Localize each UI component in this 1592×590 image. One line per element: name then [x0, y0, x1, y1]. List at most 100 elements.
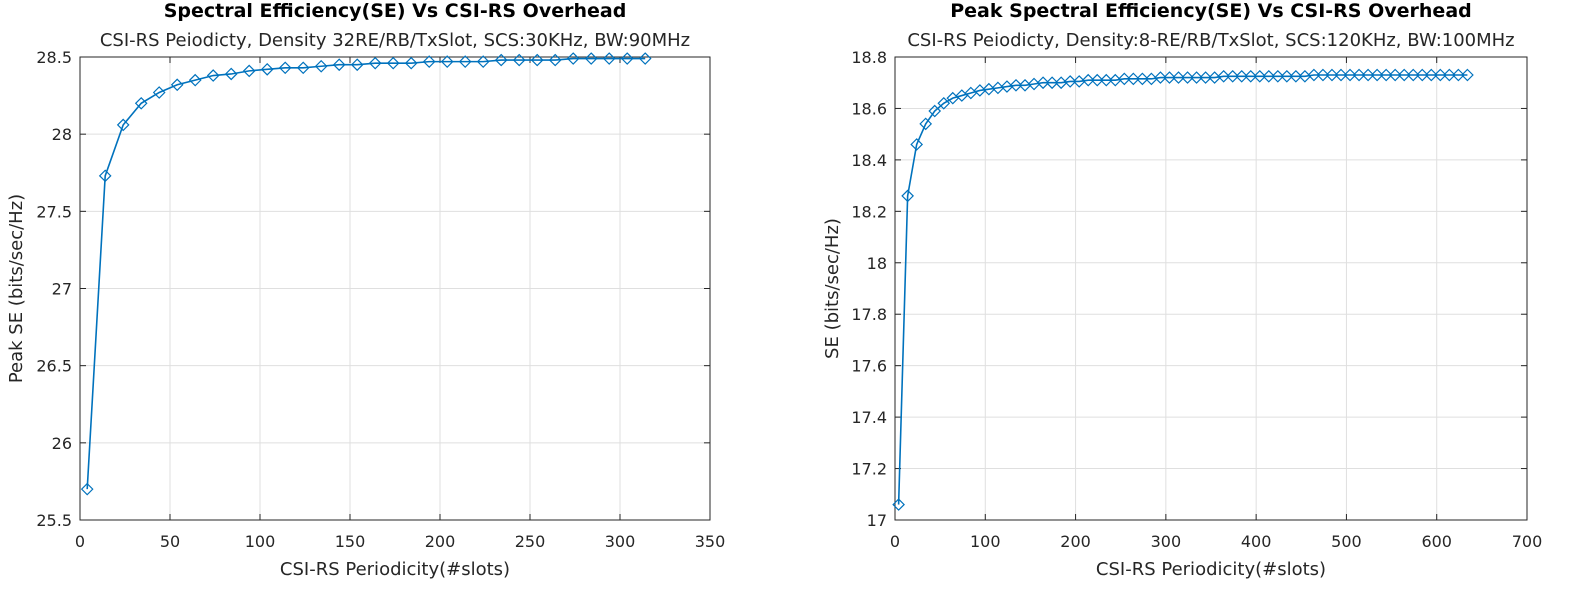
chart-left: Spectral Efficiency(SE) Vs CSI-RS Overhe… [6, 0, 725, 580]
data-point-marker [440, 55, 454, 68]
data-point-marker [188, 73, 202, 87]
data-point-marker [1090, 73, 1104, 87]
data-point-marker [1154, 71, 1167, 84]
data-point-marker [404, 56, 418, 70]
data-point-marker [1190, 71, 1203, 84]
data-point-marker [260, 62, 274, 76]
data-point-marker [1127, 72, 1140, 86]
y-tick-label: 17 [867, 511, 887, 530]
data-point-marker [1244, 69, 1258, 83]
data-point-marker [1036, 76, 1050, 90]
data-point-marker [892, 498, 905, 511]
grid-lines [894, 56, 1528, 521]
data-point-marker [314, 59, 328, 73]
data-point-marker [1235, 69, 1249, 83]
data-point-marker [368, 56, 382, 70]
data-point-marker [1081, 73, 1095, 87]
x-tick-label: 100 [970, 532, 1001, 551]
series-line [897, 74, 1468, 505]
data-point-marker [1316, 68, 1330, 82]
data-point-marker [1181, 71, 1194, 84]
data-point-marker [566, 52, 580, 65]
x-tick-label: 0 [890, 532, 900, 551]
x-tick-label: 350 [695, 532, 726, 551]
data-point-marker [476, 55, 490, 68]
y-axis-label: Peak SE (bits/sec/Hz) [6, 194, 27, 383]
x-tick-label: 700 [1512, 532, 1543, 551]
data-point-marker [530, 53, 544, 67]
plot-frame [894, 56, 1528, 521]
x-tick-label: 400 [1241, 532, 1272, 551]
data-point-marker [116, 118, 130, 132]
data-point-marker [620, 52, 634, 65]
data-point-marker [242, 64, 256, 78]
data-point-marker [332, 58, 346, 72]
data-point-marker [134, 96, 148, 110]
data-point-marker [1009, 78, 1023, 92]
y-tick-label: 17.8 [851, 305, 887, 324]
y-tick-label: 17.4 [851, 408, 887, 427]
data-point-marker [1379, 68, 1393, 82]
data-point-marker [1370, 68, 1384, 82]
data-point-marker [1063, 75, 1077, 88]
data-point-marker [206, 69, 220, 82]
data-point-marker [1433, 68, 1447, 82]
x-tick-label: 600 [1421, 532, 1452, 551]
data-point-marker [494, 53, 508, 67]
data-point-marker [1289, 69, 1303, 83]
y-tick-label: 27.5 [36, 202, 72, 221]
x-axis-label: CSI-RS Periodicity(#slots) [280, 559, 510, 580]
data-point-marker [1226, 69, 1240, 83]
y-tick-label: 18.4 [851, 151, 887, 170]
plot-frame [79, 56, 711, 521]
y-tick-label: 26.5 [36, 357, 72, 376]
data-point-marker [1461, 68, 1474, 82]
data-point-marker [1045, 76, 1059, 90]
data-point-marker [1199, 71, 1212, 84]
data-point-marker [386, 56, 400, 70]
y-axis-label: SE (bits/sec/Hz) [822, 218, 843, 359]
data-point-marker [1452, 68, 1465, 82]
y-tick-label: 18.8 [851, 48, 887, 67]
data-point-marker [1217, 69, 1230, 83]
data-point-marker [512, 53, 526, 67]
data-point-marker [224, 67, 238, 81]
x-tick-label: 300 [1151, 532, 1182, 551]
y-tick-label: 17.6 [851, 357, 887, 376]
data-point-marker [1271, 69, 1285, 83]
data-point-marker [1325, 68, 1339, 82]
data-point-marker [1117, 72, 1131, 86]
data-point-marker [152, 86, 166, 99]
data-point-marker [296, 61, 310, 75]
data-point-marker [1343, 68, 1357, 82]
y-tick-label: 28.5 [36, 48, 72, 67]
data-point-marker [1424, 68, 1438, 82]
data-point-marker [901, 189, 914, 203]
data-point-marker [1406, 68, 1420, 82]
x-tick-label: 200 [425, 532, 456, 551]
data-point-marker [458, 55, 472, 68]
data-point-marker [1136, 72, 1149, 86]
y-tick-label: 25.5 [36, 511, 72, 530]
data-point-marker [937, 96, 951, 110]
x-tick-label: 250 [515, 532, 546, 551]
x-tick-label: 0 [75, 532, 85, 551]
x-tick-label: 500 [1331, 532, 1362, 551]
data-point-marker [1262, 69, 1276, 83]
chart-subtitle: CSI-RS Peiodicty, Density 32RE/RB/TxSlot… [100, 30, 690, 51]
series-line [86, 57, 646, 490]
y-tick-label: 18.6 [851, 99, 887, 118]
x-tick-label: 300 [605, 532, 636, 551]
data-point-marker [1253, 69, 1267, 83]
data-point-marker [638, 52, 652, 65]
y-tick-label: 26 [52, 434, 72, 453]
data-point-marker [170, 78, 184, 92]
data-point-marker [1415, 68, 1429, 82]
chart-subtitle: CSI-RS Peiodicty, Density:8-RE/RB/TxSlot… [907, 30, 1514, 51]
data-point-marker [910, 138, 924, 151]
chart-right: Peak Spectral Efficiency(SE) Vs CSI-RS O… [822, 0, 1542, 580]
data-point-marker [1397, 68, 1411, 82]
y-tick-label: 27 [52, 280, 72, 299]
x-tick-label: 200 [1060, 532, 1091, 551]
